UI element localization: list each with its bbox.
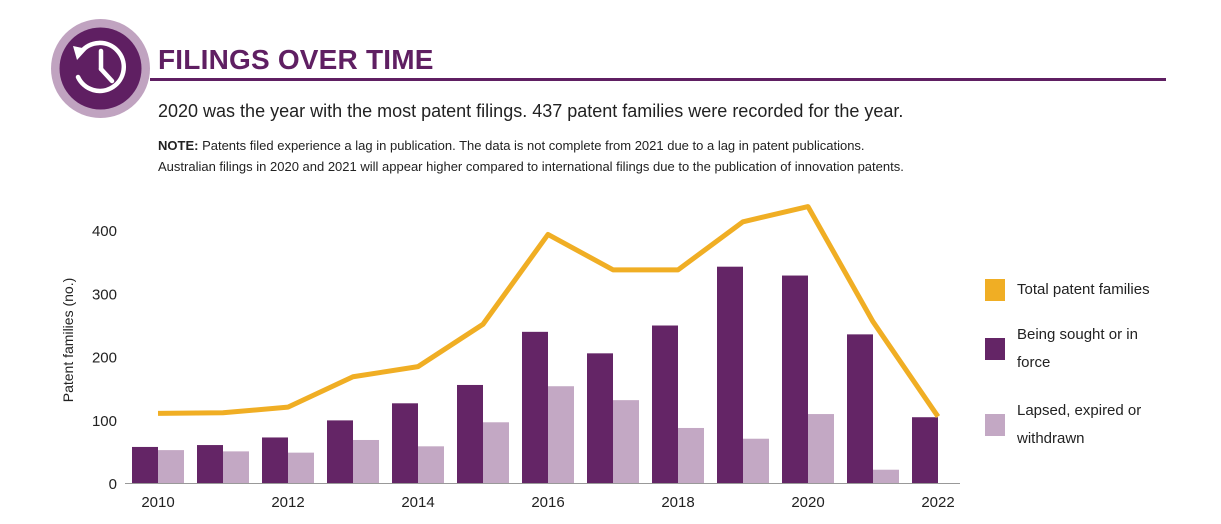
bar-lapsed [353, 440, 379, 483]
legend-label-sought: Being sought or in force [1017, 321, 1138, 377]
bar-sought [457, 385, 483, 483]
bar-sought [327, 420, 353, 483]
note-line-1: NOTE: Patents filed experience a lag in … [158, 135, 904, 156]
y-tick-label: 100 [92, 413, 117, 430]
bar-lapsed [808, 414, 834, 483]
bar-sought [717, 267, 743, 483]
clock-history-icon [51, 19, 150, 118]
bar-sought [392, 403, 418, 483]
note-text: NOTE: Patents filed experience a lag in … [158, 135, 904, 177]
legend-label-total-line1: Total patent families [1017, 276, 1150, 304]
bar-sought [782, 276, 808, 483]
bar-sought [652, 326, 678, 483]
filings-chart: Patent families (no.) 0 100 200 300 400 2010 20… [0, 190, 980, 524]
x-tick-label: 2016 [531, 494, 564, 511]
y-tick-label: 200 [92, 350, 117, 367]
bar-sought [132, 447, 158, 483]
bar-lapsed [613, 400, 639, 483]
bar-sought [197, 445, 223, 483]
y-tick-label: 400 [92, 223, 117, 240]
y-tick-label: 0 [109, 476, 117, 493]
bar-lapsed [288, 453, 314, 483]
bar-sought [587, 353, 613, 483]
legend-item-total: Total patent families [985, 276, 1150, 304]
legend-swatch-total [985, 279, 1005, 301]
bar-sought [912, 417, 938, 483]
legend-item-sought: Being sought or in force [985, 321, 1138, 377]
x-tick-label: 2022 [921, 494, 954, 511]
note-line-1-text: Patents filed experience a lag in public… [198, 138, 864, 153]
legend-swatch-sought [985, 338, 1005, 360]
bar-lapsed [483, 422, 509, 483]
bar-lapsed [678, 428, 704, 483]
legend-item-lapsed: Lapsed, expired or withdrawn [985, 397, 1141, 453]
legend-label-lapsed: Lapsed, expired or withdrawn [1017, 397, 1141, 453]
legend-label-lapsed-line1: Lapsed, expired or [1017, 397, 1141, 425]
page-title: FILINGS OVER TIME [158, 44, 434, 76]
note-label: NOTE: [158, 138, 198, 153]
page-subtitle: 2020 was the year with the most patent f… [158, 101, 903, 122]
note-line-2: Australian filings in 2020 and 2021 will… [158, 156, 904, 177]
bar-lapsed [743, 439, 769, 483]
bar-sought [262, 437, 288, 483]
x-tick-label: 2014 [401, 494, 434, 511]
bar-lapsed [548, 386, 574, 483]
bar-lapsed [873, 470, 899, 483]
legend-label-sought-line1: Being sought or in [1017, 321, 1138, 349]
x-tick-label: 2010 [141, 494, 174, 511]
legend-label-sought-line2: force [1017, 349, 1138, 377]
y-tick-label: 300 [92, 286, 117, 303]
legend-swatch-lapsed [985, 414, 1005, 436]
legend-label-total: Total patent families [1017, 276, 1150, 304]
title-divider [150, 78, 1166, 81]
x-tick-label: 2020 [791, 494, 824, 511]
bar-lapsed [223, 451, 249, 483]
x-tick-label: 2012 [271, 494, 304, 511]
x-tick-label: 2018 [661, 494, 694, 511]
bar-sought [847, 334, 873, 483]
bar-lapsed [158, 450, 184, 483]
bar-lapsed [418, 446, 444, 483]
bar-sought [522, 332, 548, 483]
y-axis-label: Patent families (no.) [60, 278, 76, 403]
legend-label-lapsed-line2: withdrawn [1017, 425, 1141, 453]
